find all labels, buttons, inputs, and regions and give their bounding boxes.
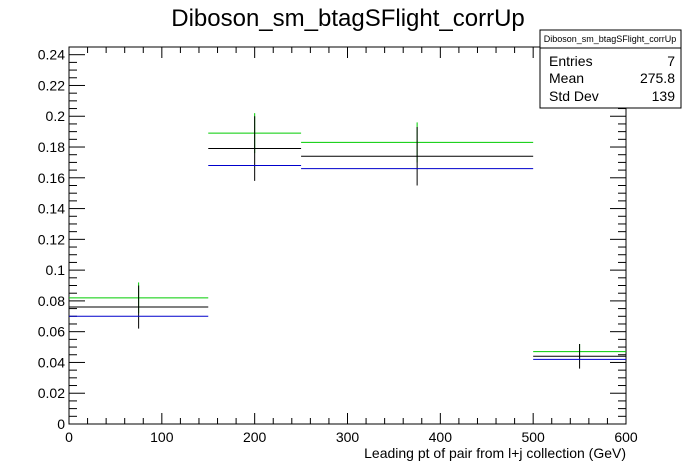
stats-stddev-label: Std Dev [549, 88, 599, 104]
y-tick-label: 0.04 [38, 354, 65, 370]
y-tick-label: 0.2 [46, 108, 66, 124]
x-tick-label: 600 [614, 429, 638, 445]
stats-box: Diboson_sm_btagSFlight_corrUp Entries 7 … [539, 29, 682, 109]
y-tick-label: 0.1 [46, 262, 66, 278]
y-tick-label: 0.12 [38, 231, 65, 247]
stats-mean-label: Mean [549, 70, 584, 86]
y-tick-label: 0.02 [38, 385, 65, 401]
x-tick-label: 500 [521, 429, 545, 445]
stats-mean-value: 275.8 [640, 70, 675, 86]
stats-box-frame [539, 29, 682, 109]
y-tick-label: 0.24 [38, 47, 65, 63]
y-tick-label: 0.22 [38, 77, 65, 93]
y-tick-label: 0.06 [38, 324, 65, 340]
x-tick-label: 100 [150, 429, 174, 445]
y-tick-label: 0.18 [38, 139, 65, 155]
x-tick-label: 200 [243, 429, 267, 445]
stats-box-title: Diboson_sm_btagSFlight_corrUp [544, 34, 677, 44]
chart-title: Diboson_sm_btagSFlight_corrUp [171, 5, 525, 32]
y-tick-label: 0.14 [38, 201, 65, 217]
stats-stddev-value: 139 [652, 88, 676, 104]
stats-entries-label: Entries [549, 53, 593, 69]
x-axis: 0 100 200 300 400 500 600 [65, 47, 638, 445]
x-axis-title: Leading pt of pair from l+j collection (… [364, 445, 626, 461]
y-axis: 0 0.02 0.04 0.06 0.08 0.1 0.12 0.14 0.16 0.18 0.2 0… [38, 46, 626, 432]
x-tick-label: 0 [65, 429, 73, 445]
y-tick-label: 0 [57, 416, 65, 432]
y-tick-label: 0.08 [38, 293, 65, 309]
x-tick-label: 300 [336, 429, 360, 445]
x-tick-label: 400 [429, 429, 453, 445]
stats-entries-value: 7 [667, 53, 675, 69]
series-layer [69, 113, 626, 369]
y-tick-label: 0.16 [38, 170, 65, 186]
